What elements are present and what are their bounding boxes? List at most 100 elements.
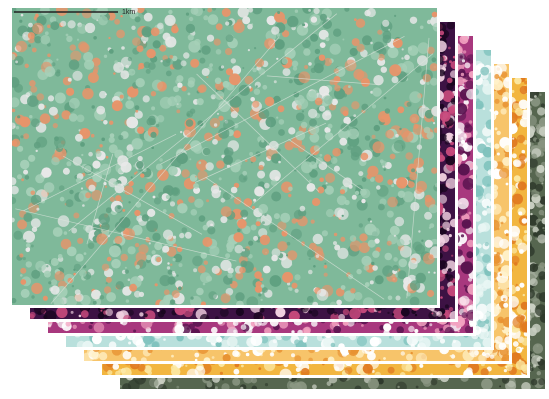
- texture-blob: [307, 296, 314, 303]
- texture-blob: [351, 146, 362, 157]
- layer-texture: [8, 3, 442, 310]
- texture-blob: [93, 69, 98, 74]
- texture-blob: [115, 205, 123, 213]
- texture-blob: [415, 66, 422, 73]
- texture-blob: [316, 255, 319, 258]
- texture-blob: [289, 287, 293, 291]
- texture-blob: [51, 279, 57, 285]
- map-layer: 1km: [8, 3, 442, 310]
- texture-blob: [262, 85, 267, 90]
- texture-blob: [89, 325, 93, 329]
- texture-blob: [139, 312, 143, 316]
- texture-blob: [202, 237, 212, 247]
- texture-blob: [436, 311, 442, 317]
- texture-blob: [135, 16, 141, 22]
- texture-blob: [133, 330, 136, 333]
- texture-blob: [53, 227, 63, 237]
- texture-blob: [361, 104, 368, 111]
- texture-blob: [146, 220, 158, 232]
- texture-blob: [506, 233, 509, 236]
- texture-blob: [240, 210, 248, 218]
- texture-blob: [500, 319, 504, 323]
- texture-blob: [64, 231, 68, 235]
- texture-blob: [50, 286, 59, 295]
- texture-blob: [467, 58, 470, 61]
- texture-blob: [108, 37, 110, 39]
- texture-blob: [32, 227, 37, 232]
- texture-blob: [446, 134, 453, 141]
- texture-blob: [368, 240, 376, 248]
- texture-blob: [55, 93, 66, 104]
- texture-blob: [177, 203, 187, 213]
- texture-blob: [20, 135, 23, 138]
- texture-blob: [320, 154, 323, 157]
- texture-blob: [307, 249, 315, 257]
- texture-blob: [219, 190, 221, 192]
- texture-blob: [325, 173, 335, 183]
- texture-blob: [128, 69, 135, 76]
- texture-blob: [251, 334, 263, 346]
- texture-blob: [69, 113, 78, 122]
- texture-blob: [376, 185, 380, 189]
- texture-blob: [532, 154, 537, 159]
- texture-blob: [220, 216, 227, 223]
- texture-blob: [231, 58, 236, 63]
- texture-blob: [499, 385, 501, 387]
- texture-blob: [206, 76, 208, 78]
- texture-blob: [256, 221, 261, 226]
- texture-blob: [31, 218, 41, 228]
- texture-blob: [367, 174, 372, 179]
- texture-blob: [324, 263, 326, 265]
- texture-blob: [334, 312, 337, 315]
- texture-blob: [173, 258, 176, 261]
- texture-blob: [482, 199, 492, 209]
- texture-blob: [537, 107, 545, 115]
- texture-blob: [495, 127, 498, 130]
- texture-blob: [105, 309, 113, 317]
- texture-blob: [387, 312, 389, 314]
- texture-blob: [123, 228, 135, 240]
- texture-blob: [282, 58, 288, 64]
- texture-blob: [397, 386, 399, 388]
- texture-blob: [464, 124, 473, 133]
- texture-blob: [31, 295, 34, 298]
- texture-blob: [499, 168, 510, 179]
- texture-blob: [294, 274, 300, 280]
- texture-blob: [126, 117, 138, 129]
- texture-blob: [223, 192, 231, 200]
- texture-blob: [350, 235, 357, 242]
- texture-blob: [443, 64, 447, 68]
- texture-blob: [232, 350, 239, 357]
- texture-blob: [327, 381, 332, 386]
- texture-blob: [392, 313, 394, 315]
- texture-blob: [21, 178, 24, 181]
- texture-blob: [20, 160, 29, 169]
- texture-blob: [512, 153, 517, 158]
- texture-blob: [370, 42, 373, 45]
- texture-blob: [306, 91, 317, 102]
- texture-blob: [171, 365, 177, 371]
- texture-blob: [72, 285, 74, 287]
- texture-blob: [25, 175, 30, 180]
- texture-blob: [17, 174, 22, 179]
- texture-blob: [137, 45, 144, 52]
- texture-blob: [111, 259, 121, 269]
- texture-blob: [370, 280, 374, 284]
- texture-blob: [519, 359, 521, 361]
- texture-blob: [163, 230, 173, 240]
- texture-blob: [208, 14, 219, 25]
- texture-blob: [41, 167, 51, 177]
- texture-blob: [515, 160, 522, 167]
- texture-blob: [75, 289, 81, 295]
- texture-blob: [322, 230, 328, 236]
- texture-blob: [398, 270, 407, 279]
- texture-blob: [59, 157, 61, 159]
- texture-blob: [278, 161, 281, 164]
- texture-blob: [210, 118, 220, 128]
- texture-blob: [483, 107, 486, 110]
- texture-blob: [387, 241, 392, 246]
- texture-blob: [193, 183, 199, 189]
- texture-blob: [102, 264, 109, 271]
- texture-blob: [189, 158, 191, 160]
- texture-blob: [26, 92, 31, 97]
